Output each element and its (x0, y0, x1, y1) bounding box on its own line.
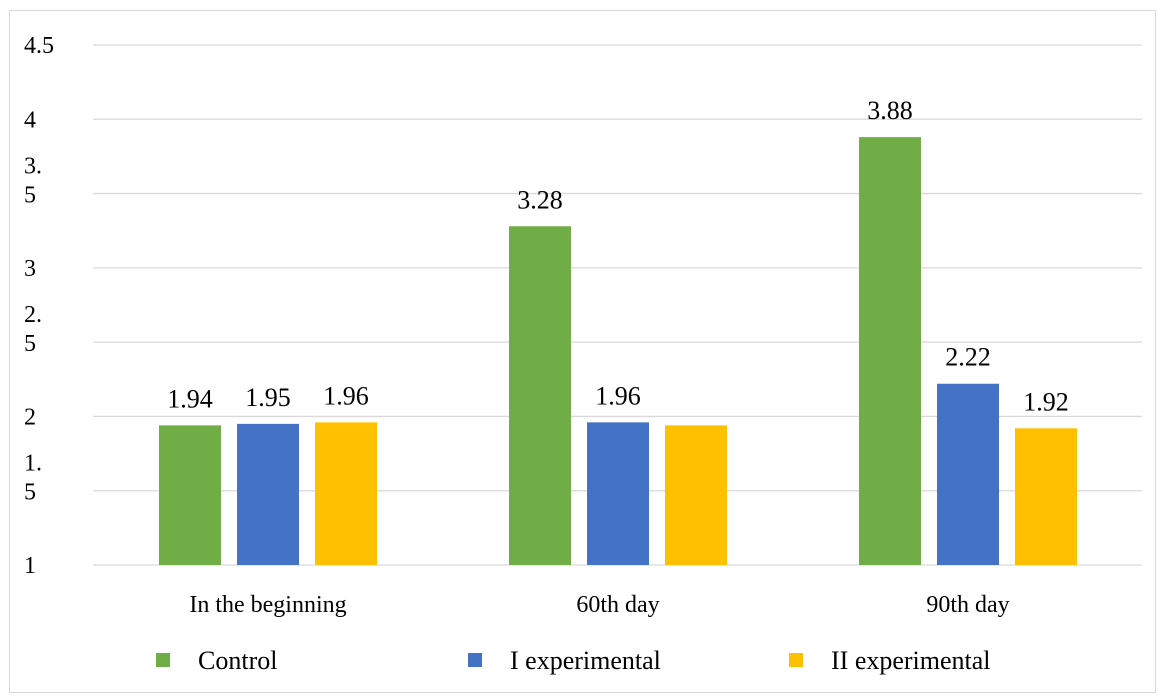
category-label: In the beginning (189, 592, 346, 618)
data-label: 1.95 (245, 383, 291, 412)
bar (509, 226, 571, 565)
legend-swatch (156, 653, 170, 667)
y-tick-label: 1. 5 (24, 451, 42, 506)
data-label: 1.96 (595, 381, 641, 410)
bars (159, 137, 1077, 565)
data-label: 2.22 (945, 343, 991, 372)
data-label: 3.88 (867, 96, 913, 125)
bar (237, 423, 299, 565)
y-tick-label: 1 (24, 553, 36, 579)
y-tick-label: 2. 5 (24, 302, 42, 357)
legend-swatch (789, 653, 803, 667)
y-tick-label: 4 (24, 107, 36, 133)
legend: Control I experimental II experimental (156, 646, 991, 675)
data-label: 1.94 (167, 384, 213, 413)
bar (587, 422, 649, 565)
legend-label: I experimental (510, 646, 661, 675)
bar-chart: 1 1. 5 2 2. 5 3 3. 5 4 4.5 1.94 1.95 1.96 3.28 1.96 3.8… (24, 33, 1142, 675)
data-label: 1.96 (323, 381, 369, 410)
y-tick-label: 3 (24, 256, 36, 282)
y-tick-label: 2 (24, 404, 36, 430)
chart-frame: 1 1. 5 2 2. 5 3 3. 5 4 4.5 1.94 1.95 1.96 3.28 1.96 3.8… (9, 10, 1156, 693)
y-axis-tick-labels: 1 1. 5 2 2. 5 3 3. 5 4 4.5 (24, 33, 54, 579)
category-label: 60th day (576, 592, 659, 618)
bar (937, 383, 999, 565)
bar (159, 425, 221, 565)
data-label: 3.28 (517, 185, 563, 214)
legend-label: II experimental (831, 646, 991, 675)
y-tick-label: 3. 5 (24, 154, 42, 209)
data-labels: 1.94 1.95 1.96 3.28 1.96 3.88 2.22 1.92 (167, 96, 1069, 416)
data-label: 1.92 (1023, 387, 1069, 416)
category-label: 90th day (926, 592, 1009, 618)
y-tick-label: 4.5 (24, 33, 54, 59)
legend-label: Control (198, 646, 277, 675)
legend-swatch (468, 653, 482, 667)
bar (1015, 428, 1077, 565)
bar (315, 422, 377, 565)
x-axis-category-labels: In the beginning 60th day 90th day (189, 592, 1009, 618)
bar (665, 425, 727, 565)
bar (859, 137, 921, 565)
